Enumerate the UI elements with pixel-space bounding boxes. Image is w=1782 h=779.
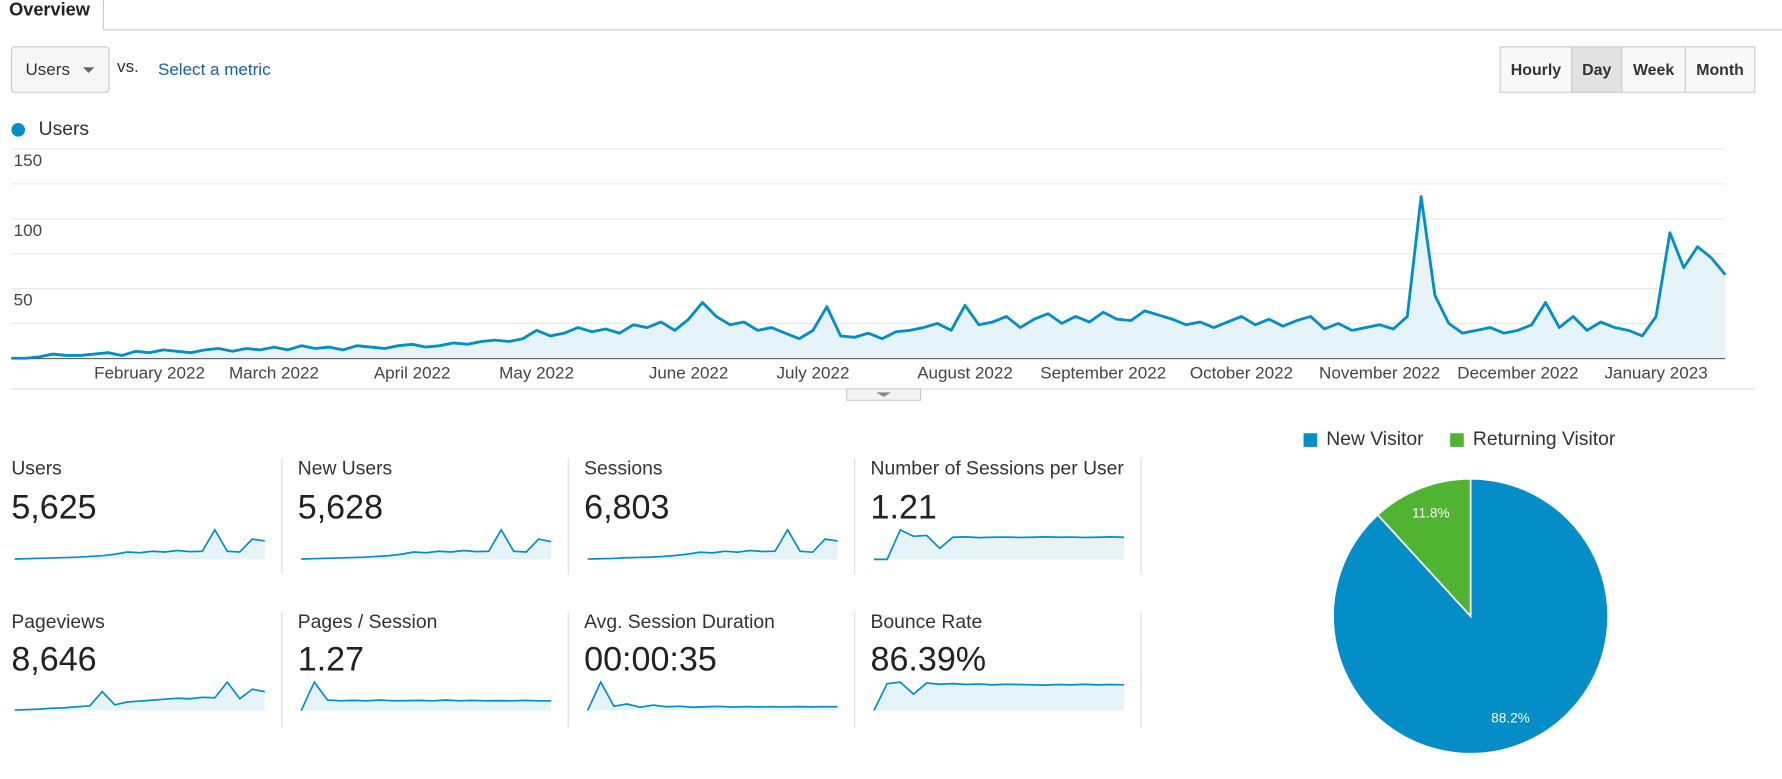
granularity-label[interactable]: Day (1582, 62, 1611, 79)
line-chart: 50 100 150 February 2022 March 2022 April 202… (11, 119, 1727, 383)
slice-label: 11.8% (1412, 505, 1450, 520)
sparkline (586, 680, 838, 711)
compare-link[interactable]: Select a metric (158, 60, 271, 79)
metric-value: 1.27 (298, 641, 364, 679)
pie-slice (1376, 477, 1472, 619)
legend-swatch (1303, 433, 1318, 447)
x-tick-label: December 2022 (1457, 364, 1578, 383)
y-tick-label: 50 (14, 291, 33, 310)
collapse-arrow (876, 392, 891, 397)
dropdown-arrow (82, 67, 95, 73)
x-tick-label: July 2022 (777, 364, 850, 383)
line (11, 195, 1727, 360)
sparkline-area (587, 682, 838, 711)
y-tick-label: 150 (14, 151, 42, 170)
x-tick-label: March 2022 (229, 364, 319, 383)
metric-label: Sessions (584, 459, 662, 480)
legend-label: New Visitor (1326, 429, 1424, 450)
granularity-buttons: Hourly Day Week Month (1499, 46, 1756, 93)
metric-value: 86.39% (871, 641, 987, 679)
x-tick-label: September 2022 (1040, 364, 1166, 383)
legend-label: Returning Visitor (1473, 429, 1616, 450)
metric-label: Pages / Session (298, 612, 438, 633)
granularity-button[interactable] (1684, 46, 1756, 93)
granularity-label[interactable]: Hourly (1511, 62, 1562, 79)
sparkline-area (873, 682, 1124, 711)
sparkline-area (301, 529, 552, 560)
pie-chart: New Visitor Returning Visitor 88.2% 11.8% (1303, 429, 1616, 755)
metric-label: Users (11, 459, 61, 480)
metric-value: 1.21 (871, 488, 937, 526)
sparkline (14, 528, 265, 560)
sparkline-area (14, 682, 265, 711)
x-tick-label: February 2022 (94, 364, 205, 383)
metric-value: 8,646 (11, 641, 96, 679)
x-tick-label: June 2022 (649, 364, 729, 383)
sparkline-area (873, 529, 1124, 560)
metric-label: New Users (298, 459, 392, 480)
x-tick-label: May 2022 (499, 364, 574, 383)
metric-dropdown[interactable] (10, 46, 110, 93)
y-tick-label: 100 (14, 221, 42, 240)
sparkline-area (14, 529, 265, 560)
sparkline (587, 528, 838, 560)
sparkline (873, 528, 1125, 561)
metric-grid: Users 5,625 New Users 5,628 Sessions 6,803 Num… (11, 458, 1142, 728)
area (11, 196, 1726, 359)
sparkline (301, 528, 552, 560)
legend-label: Users (39, 119, 89, 140)
sparkline-area (587, 529, 838, 560)
vs-label: vs. (117, 57, 139, 76)
granularity-button[interactable] (1499, 46, 1573, 93)
legend-marker (11, 122, 26, 137)
x-tick-label: November 2022 (1319, 364, 1440, 383)
granularity-label[interactable]: Week (1633, 62, 1674, 79)
slice-label: 88.2% (1491, 710, 1530, 725)
sparkline (873, 681, 1124, 711)
sparkline-area (301, 682, 552, 711)
metric-value: 5,625 (11, 488, 96, 526)
sparkline (14, 680, 265, 711)
legend-swatch (1450, 433, 1464, 447)
metric-label: Pageviews (11, 612, 104, 633)
x-tick-label: April 2022 (374, 364, 451, 383)
tab-title[interactable]: Overview (9, 0, 91, 19)
metric-value: 5,628 (298, 488, 383, 526)
x-tick-label: October 2022 (1190, 364, 1293, 383)
x-tick-label: August 2022 (917, 364, 1013, 383)
metric-value: 6,803 (584, 488, 669, 526)
metric-label: Number of Sessions per User (871, 459, 1125, 480)
metric-label: Avg. Session Duration (584, 612, 775, 633)
x-tick-label: January 2023 (1604, 364, 1707, 383)
sparkline (300, 680, 552, 711)
metric-label: Bounce Rate (871, 612, 983, 633)
metric-value: 00:00:35 (584, 641, 717, 679)
metric-dropdown-label[interactable]: Users (25, 60, 69, 79)
granularity-label[interactable]: Month (1696, 62, 1744, 79)
